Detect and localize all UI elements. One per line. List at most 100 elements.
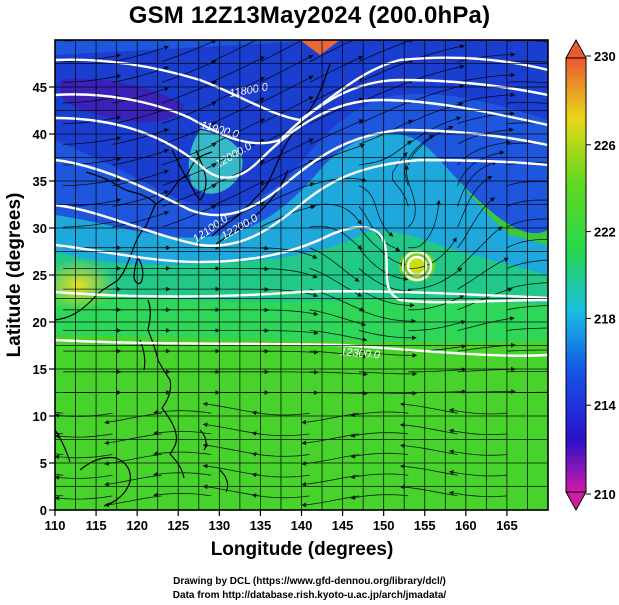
streamline — [448, 470, 507, 477]
streamline — [161, 184, 217, 207]
x-tick-label: 165 — [496, 518, 518, 533]
y-tick-label: 10 — [33, 409, 47, 424]
streamline — [399, 402, 458, 414]
streamline — [112, 210, 170, 228]
colorbar-tick-label: 218 — [594, 311, 616, 326]
streamline — [506, 370, 548, 373]
x-tick-label: 135 — [250, 518, 272, 533]
y-tick-label: 40 — [33, 127, 47, 142]
streamline — [309, 143, 366, 166]
streamline — [161, 40, 166, 42]
credit-drawing: Drawing by DCL (https://www.gfd-dennou.o… — [173, 576, 446, 587]
streamline — [350, 432, 409, 438]
y-axis-label: Latitude (degrees) — [4, 193, 25, 358]
streamline — [63, 94, 122, 104]
streamline — [309, 40, 313, 42]
streamline — [448, 428, 507, 435]
streamline — [506, 60, 548, 63]
chart-title: GSM 12Z13May2024 (200.0hPa) — [128, 2, 491, 29]
colorbar-tick-label: 226 — [594, 138, 616, 153]
streamline — [153, 451, 212, 456]
y-tick-label: 20 — [33, 315, 47, 330]
streamline — [63, 156, 122, 166]
streamline — [55, 454, 113, 460]
streamline — [63, 115, 122, 125]
x-tick-label: 110 — [45, 518, 66, 533]
streamline — [506, 218, 548, 228]
streamline — [104, 454, 162, 466]
streamline — [408, 267, 463, 290]
streamline — [309, 56, 364, 83]
streamline — [358, 371, 418, 377]
streamline — [358, 330, 417, 341]
streamline — [358, 40, 363, 42]
colorbar-tick-label: 230 — [594, 49, 616, 64]
streamline — [506, 305, 548, 311]
streamline — [104, 412, 162, 425]
x-tick-label: 115 — [86, 518, 107, 533]
streamline — [202, 401, 261, 414]
streamline — [457, 226, 503, 269]
streamline — [210, 97, 265, 125]
streamline — [457, 161, 497, 207]
x-tick-label: 140 — [291, 518, 313, 533]
y-tick-label: 0 — [40, 503, 47, 518]
x-tick-label: 130 — [208, 518, 230, 533]
streamline — [350, 452, 409, 459]
streamline — [506, 259, 548, 269]
x-tick-label: 155 — [414, 518, 436, 533]
x-tick-label: 150 — [373, 518, 395, 533]
streamline — [210, 40, 215, 42]
streamline — [457, 175, 493, 228]
streamline — [399, 443, 458, 455]
streamline — [350, 411, 409, 418]
streamline — [408, 40, 413, 42]
streamline — [210, 180, 265, 207]
streamline — [408, 320, 466, 331]
y-tick-label: 15 — [33, 362, 47, 377]
streamline — [408, 116, 462, 145]
streamline — [161, 40, 217, 62]
streamline — [63, 74, 122, 83]
x-axis-ticks: 110 115 120 125 130 135 140 145 150 155 160 165 — [45, 510, 518, 533]
streamline — [309, 330, 368, 342]
streamline — [506, 199, 548, 207]
colorbar: 230 226 222 218 214 210 — [565, 38, 616, 512]
streamline — [260, 138, 314, 166]
streamline — [260, 40, 304, 62]
streamline — [506, 81, 548, 84]
streamline — [161, 80, 217, 104]
streamline — [309, 40, 355, 62]
streamline — [260, 309, 319, 317]
streamline — [301, 474, 360, 487]
streamline — [55, 495, 113, 501]
x-tick-label: 125 — [167, 518, 189, 533]
y-tick-label: 35 — [33, 174, 47, 189]
streamline — [210, 77, 265, 104]
streamline — [448, 408, 507, 415]
streamline — [457, 111, 516, 125]
streamline — [408, 84, 465, 104]
y-tick-label: 45 — [33, 80, 47, 95]
streamline — [506, 349, 548, 352]
streamline — [448, 449, 507, 456]
streamline — [350, 473, 409, 480]
streamline — [408, 237, 457, 269]
streamline — [260, 55, 314, 83]
streamline — [404, 164, 416, 228]
streamline — [309, 350, 368, 359]
streamline — [161, 142, 217, 166]
x-axis-label: Longitude (degrees) — [211, 539, 394, 560]
streamline — [112, 45, 170, 62]
streamline — [260, 117, 314, 145]
streamline — [399, 422, 458, 435]
streamline — [112, 128, 170, 145]
credit-data: Data from http://database.rish.kyoto-u.a… — [172, 590, 447, 601]
streamline — [104, 433, 162, 446]
streamline — [301, 433, 360, 446]
streamline — [301, 412, 360, 425]
streamline — [448, 490, 507, 498]
streamline — [260, 330, 319, 336]
streamline — [358, 350, 418, 358]
streamline — [399, 464, 458, 476]
